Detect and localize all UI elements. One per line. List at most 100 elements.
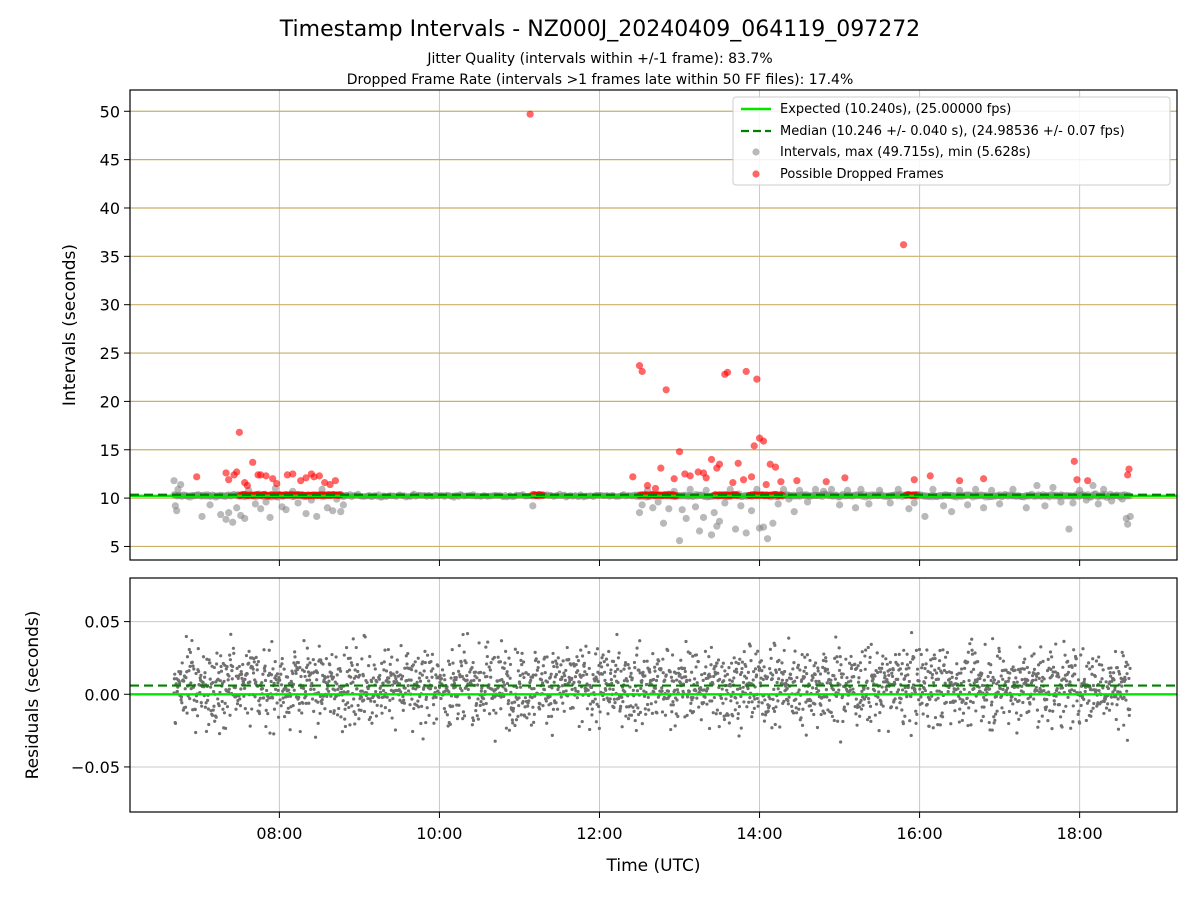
- residual-point: [873, 689, 877, 693]
- residual-point: [617, 651, 621, 655]
- residual-point: [641, 670, 645, 674]
- residual-point: [173, 672, 177, 676]
- residual-point: [452, 681, 457, 686]
- interval-point: [1082, 496, 1090, 504]
- residual-point: [507, 656, 511, 660]
- residual-point: [552, 664, 556, 669]
- residual-point: [228, 653, 232, 657]
- residual-point: [678, 681, 683, 685]
- residual-point: [772, 687, 776, 691]
- residual-point: [654, 678, 659, 683]
- residual-point: [1042, 688, 1046, 693]
- residual-point: [969, 723, 973, 727]
- intervals-x-ticks: [278, 560, 1081, 566]
- residual-point: [1120, 650, 1124, 654]
- residual-point: [791, 711, 796, 715]
- residual-point: [362, 709, 367, 714]
- residual-point: [611, 659, 616, 664]
- residual-point: [356, 703, 360, 708]
- residual-point: [602, 660, 606, 664]
- residual-point: [285, 675, 290, 679]
- residual-point: [409, 667, 414, 672]
- interval-point: [206, 501, 214, 509]
- residual-point: [1104, 680, 1108, 684]
- residual-point: [582, 664, 586, 668]
- interval-point: [1108, 497, 1116, 505]
- residual-point: [857, 705, 861, 709]
- residual-point: [418, 671, 422, 675]
- residual-point: [483, 689, 487, 694]
- residual-point: [799, 716, 803, 720]
- interval-point: [865, 500, 873, 508]
- residual-point: [411, 729, 415, 734]
- residual-point: [539, 678, 544, 682]
- residual-point: [914, 709, 918, 713]
- residual-point: [281, 696, 285, 700]
- residual-point: [296, 660, 300, 665]
- residual-point: [406, 684, 410, 688]
- residual-point: [243, 707, 247, 711]
- residual-point: [239, 687, 243, 691]
- residual-point: [502, 666, 506, 671]
- residual-point: [1002, 710, 1006, 715]
- residual-point: [222, 679, 226, 683]
- dropped-frame-point: [707, 455, 716, 464]
- residual-point: [320, 697, 324, 702]
- dropped-frame-point: [193, 473, 201, 481]
- residual-point: [254, 655, 258, 659]
- residual-point: [722, 717, 727, 722]
- residual-point: [760, 712, 765, 716]
- residual-point: [418, 695, 422, 699]
- residual-point: [1026, 678, 1030, 682]
- residual-point: [723, 674, 727, 678]
- residual-point: [1032, 667, 1037, 671]
- residual-point: [902, 648, 906, 652]
- residual-point: [521, 660, 526, 664]
- residual-point: [707, 655, 711, 659]
- residual-point: [1072, 689, 1077, 693]
- interval-point: [241, 514, 249, 523]
- residual-point: [888, 668, 892, 672]
- residual-point: [967, 706, 971, 710]
- interval-point: [947, 508, 956, 516]
- dropped-frame-point: [257, 471, 265, 479]
- residual-point: [180, 661, 184, 665]
- residual-point: [194, 730, 198, 735]
- residual-point: [980, 683, 985, 688]
- residual-point: [890, 674, 895, 678]
- interval-point: [675, 537, 684, 545]
- dropped-frame-point: [635, 362, 644, 370]
- residual-point: [476, 697, 480, 701]
- residual-point: [837, 668, 842, 673]
- interval-point: [529, 502, 537, 510]
- residual-point: [996, 680, 1001, 684]
- residual-point: [714, 664, 718, 668]
- residual-point: [540, 672, 544, 676]
- residual-point: [590, 707, 594, 711]
- residual-point: [576, 669, 580, 673]
- residual-point: [254, 680, 258, 684]
- residual-point: [613, 700, 617, 705]
- residual-point: [972, 681, 976, 685]
- residual-point: [431, 667, 435, 671]
- residual-point: [715, 708, 719, 712]
- residual-point: [714, 712, 718, 716]
- residual-point: [900, 708, 904, 712]
- residual-point: [366, 664, 371, 668]
- legend-box: [732, 96, 1171, 186]
- residual-point: [717, 725, 721, 729]
- residual-point: [475, 676, 479, 680]
- residual-point: [866, 686, 870, 690]
- interval-point: [198, 512, 206, 521]
- residual-point: [291, 671, 295, 676]
- residual-point: [536, 660, 541, 664]
- residual-point: [211, 708, 215, 712]
- residual-point: [645, 702, 650, 707]
- residual-point: [260, 686, 265, 691]
- residual-point: [633, 666, 637, 670]
- residual-point: [953, 699, 957, 703]
- residual-point: [959, 681, 963, 686]
- residual-point: [393, 674, 397, 678]
- residual-point: [968, 642, 972, 646]
- residual-point: [774, 670, 778, 674]
